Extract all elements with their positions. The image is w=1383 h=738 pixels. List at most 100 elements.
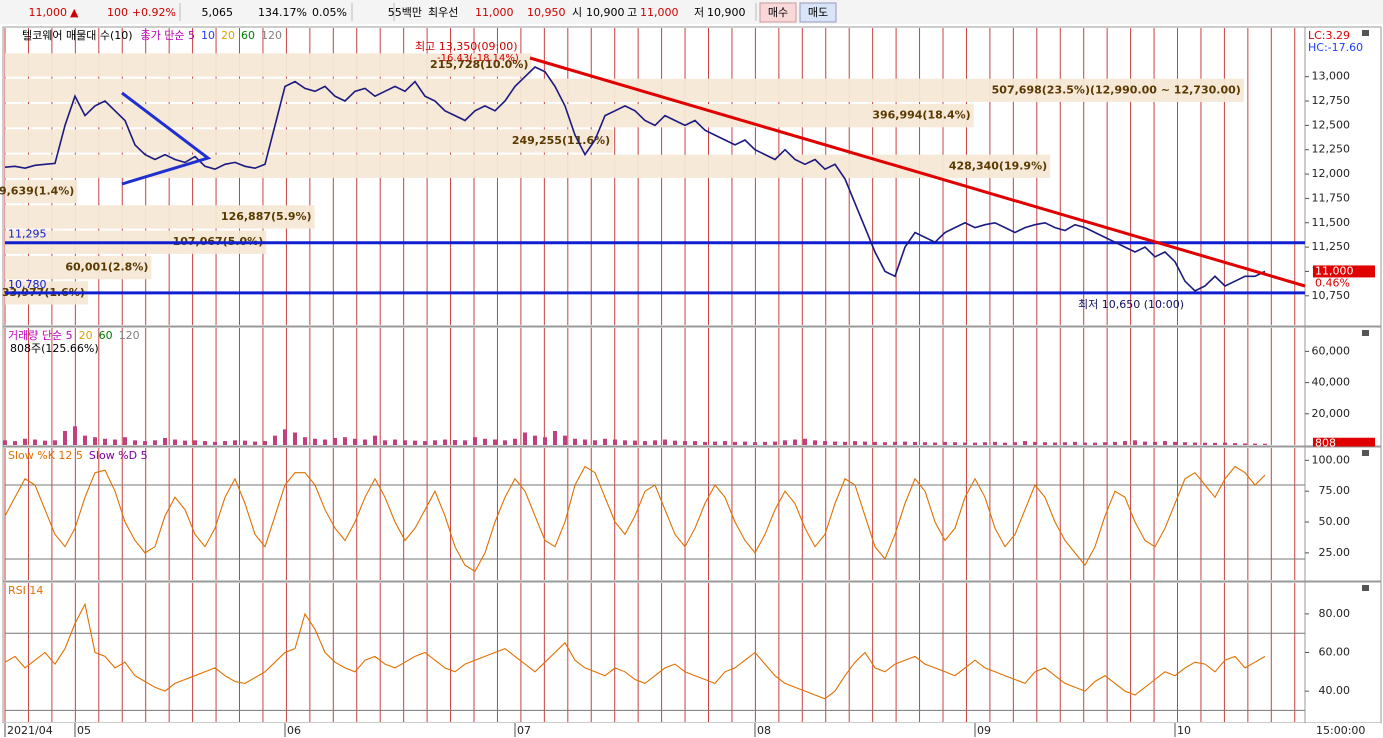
volume-bar [1163, 441, 1167, 445]
x-tick-label: 06 [287, 724, 301, 737]
y-tick-label: 11,250 [1312, 240, 1351, 253]
volume-bar [883, 442, 887, 445]
volume-bar [743, 441, 747, 445]
volume-bar [713, 441, 717, 445]
volume-bar [393, 439, 397, 445]
volume-bar [643, 441, 647, 445]
y-tick-label: 20,000 [1312, 407, 1351, 420]
volume-bar [113, 439, 117, 445]
volume-bar [423, 441, 427, 445]
y-tick-label: 40.00 [1319, 684, 1351, 697]
toolbar-low: 10,900 [707, 6, 746, 19]
x-tick-label: 10 [1177, 724, 1191, 737]
legend-item: 거래량 단순 5 [8, 329, 73, 342]
volume-bar [383, 440, 387, 445]
volume-bar [83, 435, 87, 445]
volume-bar [1173, 441, 1177, 445]
sell-button[interactable]: 매도 [808, 6, 828, 19]
volume-bar [1053, 442, 1057, 445]
volume-bar [53, 440, 57, 445]
volume-bar [43, 440, 47, 445]
volume-bar [493, 439, 497, 445]
axis-bg [1304, 446, 1382, 582]
volume-bar [1003, 442, 1007, 445]
buy-button[interactable]: 매수 [768, 6, 788, 19]
volume-bar [163, 437, 167, 445]
volume-profile-label: 60,001(2.8%) [65, 261, 148, 274]
volume-bar [933, 442, 937, 445]
volume-bar [633, 440, 637, 445]
x-tick-label: 05 [77, 724, 91, 737]
volume-bar [253, 441, 257, 445]
volume-bar [1013, 442, 1017, 445]
volume-bar [453, 440, 457, 445]
y-tick-label: 12,250 [1312, 143, 1351, 156]
volume-profile-bar [5, 78, 1244, 102]
toolbar-ask: 11,000 [475, 6, 514, 19]
toolbar-open: 10,900 [586, 6, 625, 19]
volume-bar [1153, 441, 1157, 445]
panel-close [1362, 330, 1369, 336]
toolbar-price: 11,000 [29, 6, 68, 19]
volume-bar [193, 440, 197, 445]
x-axis-bg [3, 723, 1381, 737]
legend-item: Slow %K 12 5 [8, 449, 83, 462]
toolbar [0, 0, 1383, 24]
volume-profile-bar [5, 129, 614, 153]
volume-bar [3, 440, 7, 445]
volume-bar [413, 440, 417, 445]
volume-bar [1073, 441, 1077, 445]
volume-profile-label: 507,698(23.5%)(12,990.00 ~ 12,730.00) [992, 83, 1241, 96]
volume-bar [963, 442, 967, 445]
toolbar-change: 100 [107, 6, 128, 19]
y-tick-label: 12,500 [1312, 118, 1351, 131]
last-value-label: 11,000 [1315, 264, 1354, 277]
y-tick-label: 80.00 [1319, 607, 1351, 620]
legend-item: RSI 14 [8, 584, 43, 597]
volume-bar [1243, 443, 1247, 445]
volume-bar [73, 426, 77, 445]
y-tick-label: 25.00 [1319, 546, 1351, 559]
series-line [4, 602, 1266, 700]
series-line [4, 66, 1266, 292]
volume-bar [593, 440, 597, 445]
volume-bar [793, 439, 797, 445]
volume-bar [783, 440, 787, 445]
volume-bar [723, 441, 727, 445]
series-line [4, 465, 1266, 573]
volume-bar [33, 439, 37, 445]
low-annotation: 최저 10,650 (10:00) [1078, 298, 1184, 311]
volume-bar [693, 441, 697, 445]
volume-bar [1113, 441, 1117, 445]
volume-profile-label: 249,255(11.6%) [512, 134, 610, 147]
volume-bar [243, 440, 247, 445]
volume-bar [1213, 442, 1217, 445]
volume-bar [663, 439, 667, 445]
volume-bar [1193, 442, 1197, 445]
volume-bar [313, 438, 317, 445]
volume-profile-label: 29,639(1.4%) [0, 185, 74, 198]
volume-bar [543, 437, 547, 445]
trend-line [529, 56, 1306, 288]
volume-bar [1223, 442, 1227, 445]
toolbar-volume: 5,065 [202, 6, 234, 19]
volume-bar [23, 438, 27, 445]
x-end-label: 15:00:00 [1316, 724, 1365, 737]
triangle-drawing [121, 91, 212, 186]
panel-stat: HC:-17.60 [1308, 41, 1363, 54]
toolbar-bid: 10,950 [527, 6, 566, 19]
toolbar-best-label: 최우선 [428, 6, 458, 19]
volume-bar [613, 439, 617, 445]
volume-bar [483, 438, 487, 445]
panel-stat: LC:3.29 [1308, 29, 1350, 42]
volume-bar [913, 441, 917, 445]
support-label: 11,295 [8, 228, 47, 241]
volume-bar [93, 437, 97, 445]
y-tick-label: 60.00 [1319, 646, 1351, 659]
volume-bar [123, 437, 127, 445]
panel-bg [2, 446, 1306, 582]
panel-note: 808주(125.66%) [10, 342, 99, 355]
volume-bar [943, 441, 947, 445]
toolbar-amount: 55백만 [388, 6, 422, 19]
